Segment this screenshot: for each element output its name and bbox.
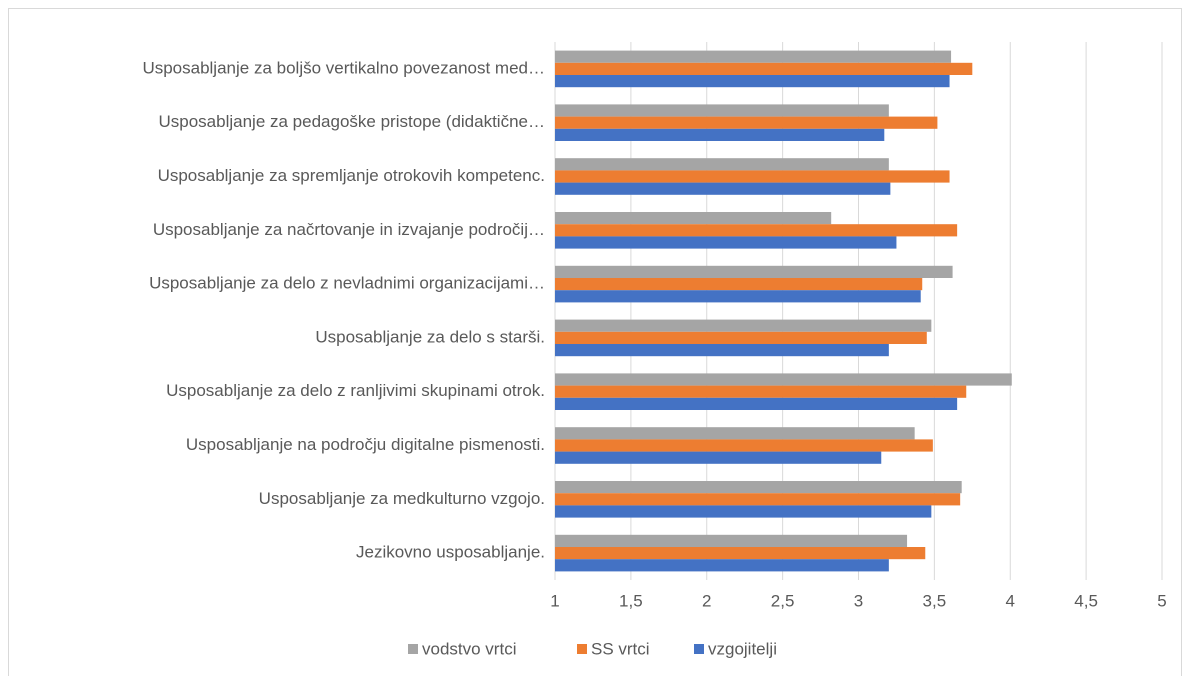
y-tick-label: Usposabljanje za spremljanje otrokovih k…	[158, 166, 545, 185]
y-tick-label: Usposabljanje za medkulturno vzgojo.	[259, 489, 545, 508]
x-tick-label: 2	[702, 591, 711, 610]
x-tick-label: 3	[854, 591, 863, 610]
y-tick-label: Usposabljanje za boljšo vertikalno povez…	[142, 58, 545, 77]
bar	[555, 493, 961, 506]
legend-swatch	[408, 644, 418, 654]
bar	[555, 224, 958, 237]
bar	[555, 182, 891, 195]
y-tick-label: Usposabljanje na področju digitalne pism…	[186, 435, 545, 454]
x-tick-label: 4,5	[1074, 591, 1098, 610]
y-tick-label: Jezikovno usposabljanje.	[356, 543, 545, 562]
bar	[555, 559, 889, 572]
y-tick-label: Usposabljanje za delo z ranljivimi skupi…	[166, 381, 545, 400]
legend-label: vodstvo vrtci	[422, 639, 516, 658]
x-tick-label: 1	[550, 591, 559, 610]
bar	[555, 290, 921, 303]
bar	[555, 236, 897, 249]
y-tick-label: Usposabljanje za delo s starši.	[315, 327, 545, 346]
x-tick-label: 2,5	[771, 591, 795, 610]
bar	[555, 128, 885, 141]
y-tick-label: Usposabljanje za delo z nevladnimi organ…	[149, 274, 545, 293]
bar	[555, 158, 889, 171]
bar	[555, 505, 932, 518]
legend-label: SS vrtci	[591, 639, 650, 658]
bar	[555, 265, 953, 278]
bar	[555, 278, 923, 291]
x-tick-label: 4	[1006, 591, 1015, 610]
bar	[555, 170, 950, 183]
bar	[555, 534, 908, 547]
bar	[555, 385, 967, 398]
bar	[555, 104, 889, 117]
bar	[555, 427, 915, 440]
bar	[555, 373, 1012, 386]
bar	[555, 75, 950, 88]
legend-swatch	[577, 644, 587, 654]
y-tick-label: Usposabljanje za načrtovanje in izvajanj…	[153, 220, 545, 239]
legend-swatch	[694, 644, 704, 654]
x-tick-label: 1,5	[619, 591, 643, 610]
bar	[555, 331, 927, 344]
bar	[555, 116, 938, 129]
bar	[555, 212, 832, 225]
bar	[555, 344, 889, 357]
bar	[555, 481, 962, 494]
bar	[555, 319, 932, 332]
x-tick-label: 3,5	[923, 591, 947, 610]
bar	[555, 62, 973, 75]
y-tick-label: Usposabljanje za pedagoške pristope (did…	[158, 112, 545, 131]
bar	[555, 547, 926, 560]
bar	[555, 439, 933, 452]
bar	[555, 397, 958, 410]
bar	[555, 451, 882, 464]
legend-label: vzgojitelji	[708, 639, 777, 658]
x-tick-label: 5	[1157, 591, 1166, 610]
bar	[555, 50, 952, 63]
